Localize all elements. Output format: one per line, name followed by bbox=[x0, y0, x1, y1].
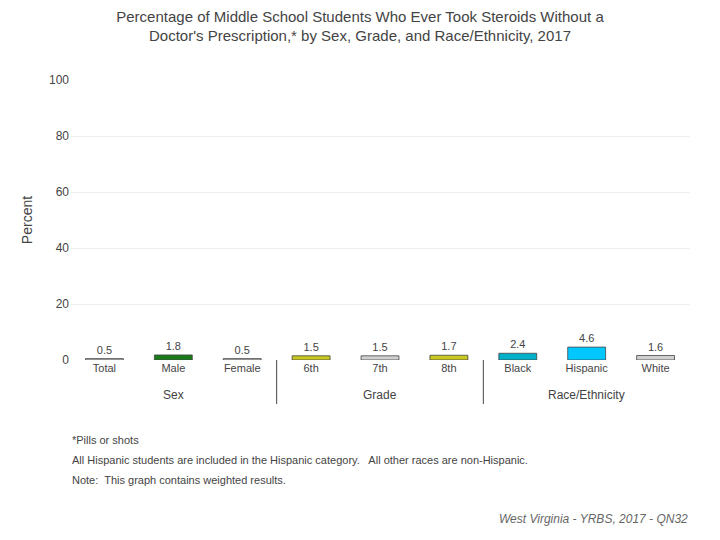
svg-text:1.6: 1.6 bbox=[648, 341, 663, 353]
svg-text:0.5: 0.5 bbox=[97, 344, 112, 356]
svg-text:8th: 8th bbox=[441, 362, 456, 374]
svg-text:1.7: 1.7 bbox=[441, 340, 456, 352]
svg-text:Race/Ethnicity: Race/Ethnicity bbox=[548, 388, 625, 402]
svg-text:0.5: 0.5 bbox=[235, 344, 250, 356]
svg-text:1.8: 1.8 bbox=[166, 340, 181, 352]
svg-text:2.4: 2.4 bbox=[510, 338, 525, 350]
svg-text:4.6: 4.6 bbox=[579, 332, 594, 344]
svg-text:80: 80 bbox=[56, 129, 70, 143]
svg-text:All Hispanic students are incl: All Hispanic students are included in th… bbox=[72, 454, 528, 466]
svg-text:Grade: Grade bbox=[363, 388, 397, 402]
svg-text:7th: 7th bbox=[372, 362, 387, 374]
svg-text:100: 100 bbox=[49, 73, 69, 87]
svg-text:*Pills or shots: *Pills or shots bbox=[72, 434, 139, 446]
svg-text:Sex: Sex bbox=[163, 388, 184, 402]
svg-text:20: 20 bbox=[56, 297, 70, 311]
svg-text:Black: Black bbox=[504, 362, 531, 374]
svg-text:40: 40 bbox=[56, 241, 70, 255]
svg-text:Male: Male bbox=[161, 362, 185, 374]
svg-text:Hispanic: Hispanic bbox=[566, 362, 609, 374]
svg-text:Total: Total bbox=[93, 362, 116, 374]
svg-text:Percentage of Middle School St: Percentage of Middle School Students Who… bbox=[116, 8, 604, 45]
svg-text:0: 0 bbox=[62, 353, 69, 367]
svg-text:Note: This graph contains wei: Note: This graph contains weighted resul… bbox=[72, 474, 286, 486]
svg-text:1.5: 1.5 bbox=[303, 341, 318, 353]
svg-text:Percent: Percent bbox=[19, 196, 35, 244]
svg-text:1.5: 1.5 bbox=[372, 341, 387, 353]
svg-text:Female: Female bbox=[224, 362, 261, 374]
svg-text:6th: 6th bbox=[303, 362, 318, 374]
svg-text:60: 60 bbox=[56, 185, 70, 199]
svg-text:West Virginia - YRBS, 2017 - Q: West Virginia - YRBS, 2017 - QN32 bbox=[499, 512, 688, 526]
svg-text:White: White bbox=[641, 362, 669, 374]
